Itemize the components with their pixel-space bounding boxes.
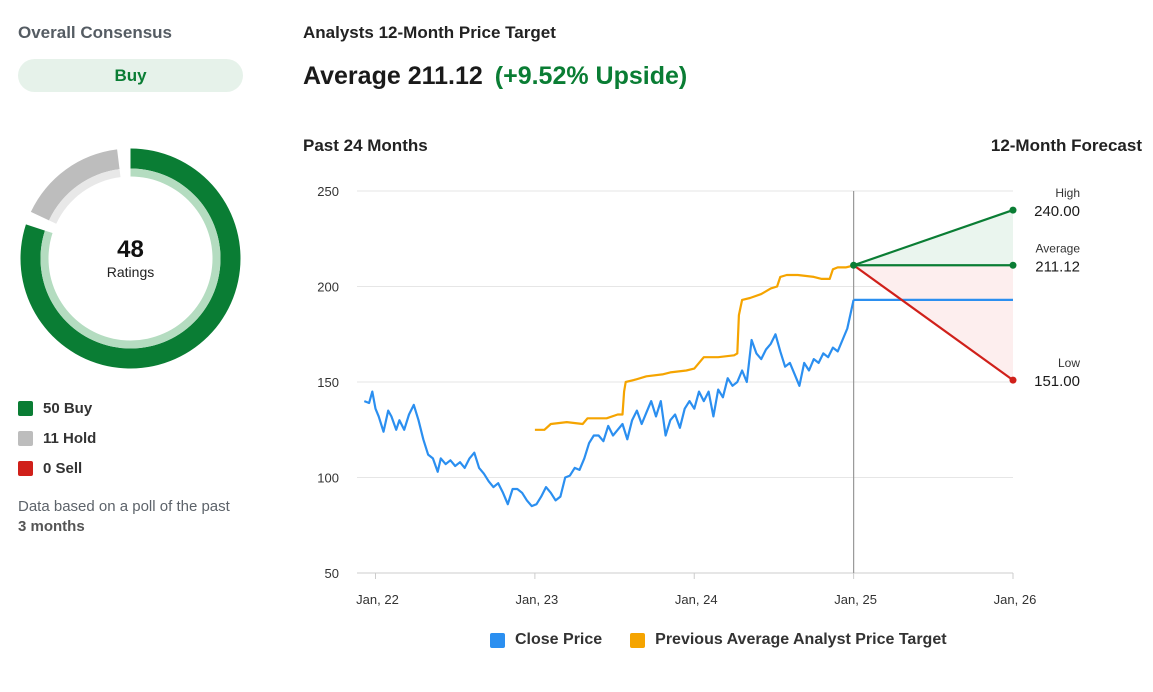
- poll-note-period: 3 months: [18, 518, 85, 535]
- legend-sell-label: 0 Sell: [43, 459, 83, 477]
- legend-prev-target: Previous Average Analyst Price Target: [630, 631, 947, 649]
- prev-target-swatch: [630, 632, 646, 648]
- upside-percent: (+9.52% Upside): [494, 62, 688, 90]
- close-price-swatch: [490, 632, 505, 648]
- forecast-high-point: [1009, 206, 1017, 214]
- y-tick-label-1: 200: [317, 280, 339, 295]
- x-tick-label-1: Jan, 23: [516, 592, 559, 607]
- series-line-1: [534, 264, 854, 431]
- series-line-0: [363, 299, 855, 508]
- donut-center: 48 Ratings: [20, 236, 241, 280]
- y-tick-label-3: 100: [317, 471, 339, 486]
- average-target: Average 211.12 (+9.52% Upside): [303, 62, 687, 91]
- forecast-period-label: 12-Month Forecast: [990, 136, 1142, 155]
- legend-buy-label: 50 Buy: [43, 399, 93, 417]
- forecast-average-value: 211.12: [1035, 258, 1080, 275]
- forecast-high-label: High: [1055, 186, 1080, 200]
- past-period-label: Past 24 Months: [303, 136, 428, 155]
- poll-note: Data based on a poll of the past 3 month…: [18, 497, 238, 537]
- x-tick-label-0: Jan, 22: [356, 592, 399, 607]
- legend-close-price: Close Price: [490, 631, 602, 649]
- poll-note-text: Data based on a poll of the past: [18, 498, 230, 515]
- legend-hold: 11 Hold: [18, 428, 96, 448]
- donut-segment-inner-1: [48, 169, 121, 224]
- forecast-low-line: [852, 264, 1014, 381]
- forecast-average-label: Average: [1036, 241, 1081, 255]
- consensus-rating-badge: Buy: [18, 59, 243, 92]
- chart-legend: Close Price Previous Average Analyst Pri…: [490, 631, 975, 649]
- donut-segments: [20, 148, 241, 369]
- legend-buy: 50 Buy: [18, 398, 92, 418]
- forecast-high-value: 240.00: [1034, 203, 1080, 220]
- legend-hold-label: 11 Hold: [43, 429, 97, 447]
- forecast-low-point: [1009, 376, 1017, 384]
- ratings-label: Ratings: [106, 264, 155, 280]
- price-target-title: Analysts 12-Month Price Target: [303, 23, 556, 42]
- donut-segment-outer-1: [30, 149, 120, 221]
- hold-swatch: [18, 430, 33, 446]
- forecast-low-label: Low: [1058, 356, 1080, 370]
- legend-close-price-label: Close Price: [515, 631, 603, 648]
- legend-sell: 0 Sell: [18, 458, 82, 478]
- forecast-low-value: 151.00: [1034, 373, 1080, 390]
- overall-consensus-title: Overall Consensus: [18, 23, 173, 42]
- legend-prev-target-label: Previous Average Analyst Price Target: [655, 631, 947, 648]
- forecast-average-point: [1009, 261, 1017, 269]
- sell-swatch: [18, 460, 33, 476]
- y-tick-label-0: 250: [317, 184, 339, 199]
- x-tick-label-4: Jan, 26: [994, 592, 1037, 607]
- y-tick-label-4: 50: [325, 566, 339, 581]
- ratings-count: 48: [117, 236, 144, 263]
- forecast-start-point: [850, 261, 858, 269]
- y-tick-label-2: 150: [317, 375, 339, 390]
- x-tick-label-3: Jan, 25: [834, 592, 877, 607]
- forecast-high-line: [853, 209, 1014, 267]
- ratings-donut-chart: [20, 148, 241, 369]
- average-target-value: Average 211.12: [303, 62, 483, 90]
- x-tick-label-2: Jan, 24: [675, 592, 718, 607]
- buy-swatch: [18, 400, 33, 416]
